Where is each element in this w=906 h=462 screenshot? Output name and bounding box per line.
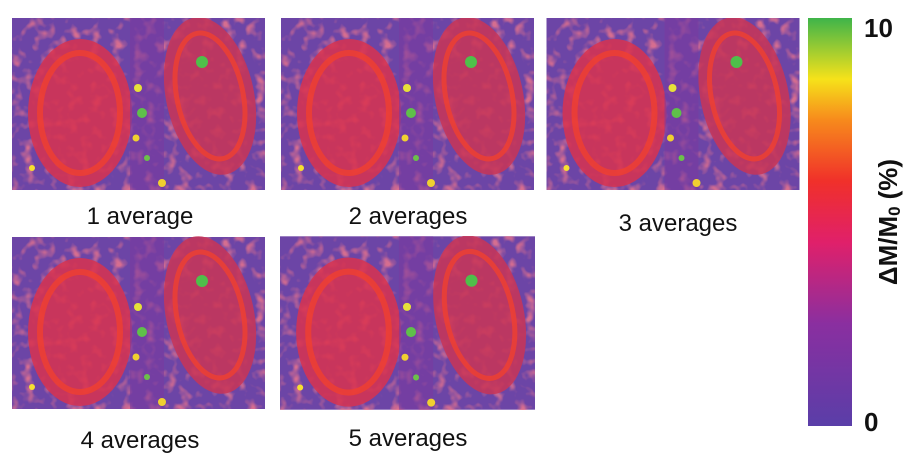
- map-image: [280, 227, 540, 410]
- figure: 1 average 2 averages 3 averages 4 averag…: [0, 0, 906, 462]
- colorbar-title-unit: (%): [873, 159, 903, 199]
- panel-label: 1 average: [87, 203, 194, 230]
- panel-label: 2 averages: [349, 203, 468, 230]
- panel-label: 3 averages: [619, 210, 738, 237]
- colorbar-title: ΔM/M0 (%): [873, 159, 905, 285]
- map-image: [12, 228, 270, 409]
- panel-label: 5 averages: [349, 425, 468, 452]
- colorbar-tick-label: 10: [864, 13, 893, 43]
- colorbar-tick-label: 0: [864, 407, 878, 437]
- map-image: [12, 9, 270, 190]
- map-image: [547, 9, 805, 190]
- colorbar-title-sub: 0: [885, 206, 904, 215]
- colorbar: [808, 18, 852, 426]
- map-image: [281, 9, 539, 190]
- panel-label: 4 averages: [81, 427, 200, 454]
- colorbar-title-main: ΔM/M: [873, 216, 903, 285]
